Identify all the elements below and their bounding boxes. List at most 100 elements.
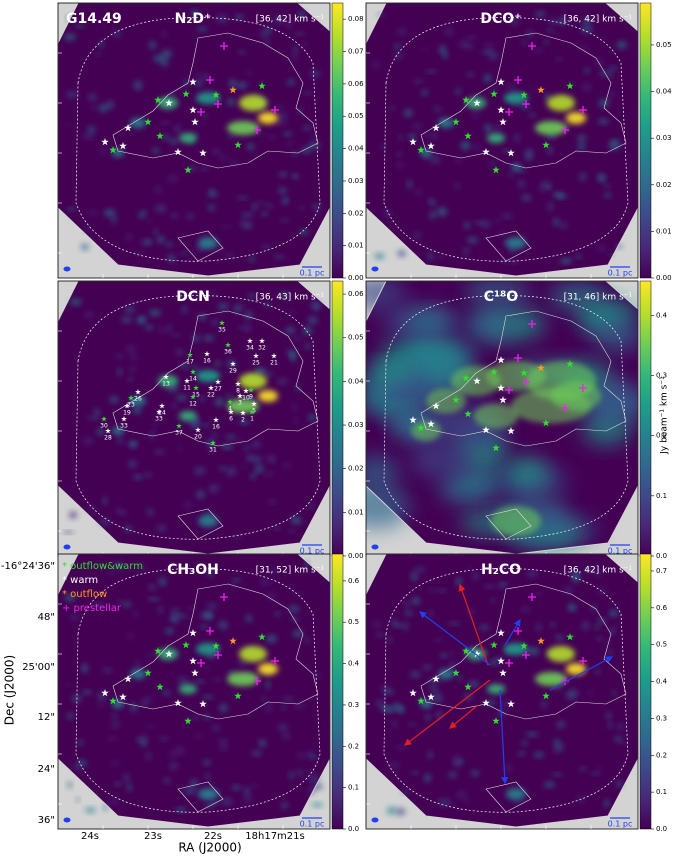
emission-peak <box>198 515 218 527</box>
panel-title: H₂CO <box>481 562 521 578</box>
emission-patch <box>123 774 130 783</box>
emission-patch <box>596 245 607 251</box>
emission-patch <box>371 61 381 68</box>
outflow-warm-marker <box>520 642 528 650</box>
warm-marker <box>101 689 109 697</box>
beam <box>63 817 71 823</box>
emission-patch <box>80 243 90 251</box>
emission-patch <box>66 91 79 99</box>
emission-patch <box>263 471 275 476</box>
legend-entry: * outflow <box>62 589 107 600</box>
emission-peak <box>239 646 267 662</box>
emission-patch <box>286 586 294 590</box>
scale-bar-label: 0.1 pc <box>300 269 325 278</box>
warm-marker <box>101 138 109 146</box>
emission-patch <box>238 437 243 445</box>
emission-patch <box>305 637 310 643</box>
emission-patch <box>251 750 262 757</box>
colorbar-tick-label: 0.00 <box>348 552 364 560</box>
emission-patch <box>395 162 404 168</box>
emission-patch <box>438 588 446 593</box>
emission-patch <box>471 113 480 118</box>
contour <box>112 583 319 720</box>
emission-patch <box>398 135 403 140</box>
emission-patch <box>264 454 276 462</box>
emission-peak <box>491 506 541 536</box>
core-marker <box>159 403 165 409</box>
outflow-warm-marker <box>184 166 192 174</box>
emission-patch <box>259 133 269 137</box>
core-number: 23 <box>127 402 135 409</box>
warm-marker <box>165 99 173 107</box>
velocity-range: [36, 42] km s⁻¹ <box>564 566 633 576</box>
emission-patch <box>616 41 627 49</box>
colorbar-tick-label: 0.03 <box>656 134 672 142</box>
warm-marker <box>507 149 515 157</box>
emission-patch <box>465 36 477 40</box>
emission-patch <box>74 24 86 28</box>
prestellar-marker <box>579 106 587 114</box>
warm-marker <box>482 699 490 707</box>
emission-patch <box>504 456 551 491</box>
emission-patch <box>452 754 462 763</box>
emission-patch <box>265 592 277 600</box>
emission-patch <box>229 79 237 88</box>
warm-marker <box>174 148 182 156</box>
emission-patch <box>493 87 498 92</box>
contour <box>177 230 224 262</box>
emission-patch <box>410 569 418 578</box>
prestellar-marker <box>253 677 261 685</box>
emission-patch <box>228 584 236 588</box>
emission-patch <box>265 635 278 643</box>
emission-patch <box>403 338 474 370</box>
emission-patch <box>495 656 504 660</box>
colorbar-tick-label: 0.5 <box>348 618 359 626</box>
emission-patch <box>599 70 608 76</box>
emission-patch <box>110 761 120 766</box>
emission-patch <box>374 700 386 706</box>
emission-patch <box>83 224 89 233</box>
warm-marker <box>199 149 207 157</box>
emission-patch <box>171 614 177 620</box>
outflow-warm-marker <box>542 141 550 149</box>
emission-patch <box>404 600 410 608</box>
emission-patch <box>455 88 461 95</box>
emission-patch <box>533 752 545 758</box>
emission-patch <box>275 116 287 126</box>
core-marker <box>249 409 255 415</box>
emission-patch <box>244 311 253 320</box>
emission-patch <box>614 735 622 743</box>
emission-patch <box>277 724 288 731</box>
emission-patch <box>605 712 612 720</box>
emission-patch <box>293 174 299 179</box>
core-number: 21 <box>270 360 278 367</box>
core-number: 30 <box>100 423 108 430</box>
emission-patch <box>226 393 232 400</box>
emission-patch <box>268 499 276 504</box>
emission-patch <box>291 402 297 412</box>
emission-patch <box>149 309 161 317</box>
emission-patch <box>366 362 418 384</box>
emission-patch <box>64 594 76 602</box>
outflow-warm-marker <box>462 374 470 382</box>
emission-patch <box>228 134 235 139</box>
emission-patch <box>243 324 252 333</box>
emission-patch <box>96 52 101 56</box>
emission-patch <box>556 721 566 729</box>
y-tick-label: -16°24'36" <box>1 561 55 572</box>
emission-patch <box>421 664 433 671</box>
emission-patch <box>421 89 428 96</box>
warm-marker <box>119 693 127 701</box>
field-boundary <box>383 568 629 813</box>
emission-patch <box>248 293 256 299</box>
emission-patch <box>535 623 542 632</box>
outflow-warm-marker <box>462 647 470 655</box>
emission-patch <box>68 510 78 519</box>
warm-marker <box>427 693 435 701</box>
panel-title: N₂D⁺ <box>175 11 212 27</box>
contour <box>420 583 627 720</box>
emission-patch <box>76 764 81 773</box>
emission-patch <box>406 179 413 189</box>
outflow-warm-marker <box>144 118 152 126</box>
emission-patch <box>604 192 612 198</box>
